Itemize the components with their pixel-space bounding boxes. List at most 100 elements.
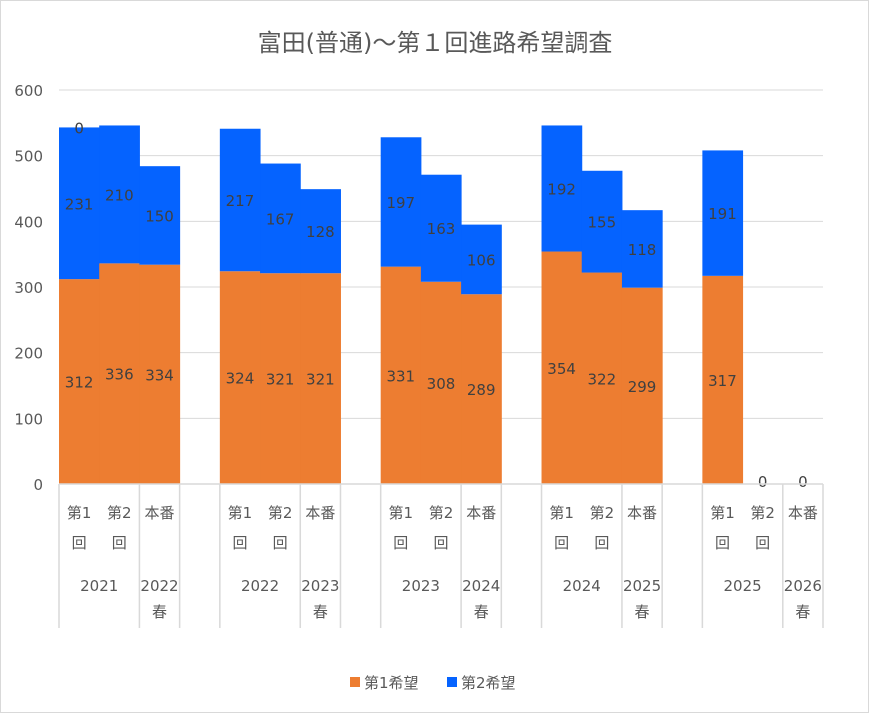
legend-swatch: [447, 677, 457, 687]
data-label: 155: [588, 214, 617, 232]
data-label: 0: [758, 473, 768, 491]
x-category-label: 第2: [429, 504, 454, 522]
x-group-label: 2024: [563, 577, 601, 595]
x-category-label: 本番: [305, 504, 335, 522]
data-label: 308: [427, 375, 456, 393]
bar-segment: [260, 163, 301, 274]
bar-segment: [59, 127, 100, 280]
data-label: 167: [266, 210, 295, 228]
bar-segment: [300, 273, 341, 484]
data-label: 150: [145, 207, 174, 225]
x-category-label: 本番: [627, 504, 657, 522]
data-label: 231: [65, 195, 94, 213]
x-category-label: 第2: [590, 504, 615, 522]
x-spring-label: 春: [474, 603, 489, 621]
data-label: 192: [547, 181, 576, 199]
data-label: 354: [547, 360, 576, 378]
data-label: 191: [708, 205, 737, 223]
x-category-label: 回: [554, 534, 569, 552]
x-spring-label: 春: [152, 603, 167, 621]
bar-segment: [260, 273, 301, 484]
bar-segment: [461, 224, 502, 295]
x-category-label: 回: [72, 534, 87, 552]
y-tick-label: 100: [14, 410, 43, 428]
y-tick-label: 300: [14, 279, 43, 297]
x-category-label: 回: [273, 534, 288, 552]
chart-title: 富田(普通)～第１回進路希望調査: [258, 29, 613, 57]
x-category-label: 本番: [466, 504, 496, 522]
bar-segment: [219, 271, 261, 484]
x-category-label: 第1: [710, 504, 735, 522]
y-tick-label: 600: [14, 82, 43, 100]
bar-segment: [461, 294, 502, 484]
bar-segment: [581, 170, 623, 273]
x-spring-label: 春: [795, 603, 810, 621]
legend-label: 第1希望: [364, 674, 419, 692]
data-label: 0: [74, 119, 84, 137]
x-spring-label: 2025: [623, 577, 661, 595]
bar-segment: [420, 281, 462, 484]
x-category-label: 第1: [549, 504, 574, 522]
x-spring-label: 春: [313, 603, 328, 621]
data-label: 163: [427, 220, 456, 238]
bar-segment: [581, 272, 623, 484]
x-group-label: 2022: [241, 577, 279, 595]
data-label: 331: [386, 367, 415, 385]
x-group-label: 2023: [402, 577, 440, 595]
data-label: 197: [386, 194, 415, 212]
x-group-label: 2025: [723, 577, 761, 595]
data-label: 321: [306, 371, 335, 389]
x-category-label: 回: [755, 534, 770, 552]
data-label: 336: [105, 366, 134, 384]
x-category-label: 回: [112, 534, 127, 552]
x-category-label: 第1: [67, 504, 92, 522]
data-label: 128: [306, 223, 335, 241]
data-label: 289: [467, 381, 496, 399]
bar-segment: [541, 251, 583, 484]
x-category-label: 回: [715, 534, 730, 552]
x-spring-label: 2023: [301, 577, 339, 595]
bar-segment: [99, 263, 140, 484]
bar-segment: [99, 125, 140, 264]
data-label: 322: [588, 370, 617, 388]
bar-segment: [702, 275, 744, 484]
bar-segment: [420, 174, 462, 282]
y-tick-label: 0: [33, 476, 43, 494]
x-category-label: 回: [393, 534, 408, 552]
x-category-label: 回: [232, 534, 247, 552]
y-tick-label: 200: [14, 345, 43, 363]
data-label: 106: [467, 251, 496, 269]
data-label: 0: [798, 473, 808, 491]
x-category-label: 第2: [268, 504, 293, 522]
y-tick-label: 500: [14, 148, 43, 166]
x-spring-label: 2026: [784, 577, 822, 595]
x-category-label: 第1: [389, 504, 414, 522]
data-label: 321: [266, 371, 295, 389]
data-label: 299: [628, 378, 657, 396]
bar-segment: [621, 210, 663, 288]
data-label: 324: [226, 370, 255, 388]
x-category-label: 本番: [788, 504, 818, 522]
data-label: 312: [65, 374, 94, 392]
bar-segment: [541, 125, 583, 252]
data-label: 118: [628, 241, 657, 259]
bar-segment: [59, 279, 100, 484]
bar-segment: [139, 166, 181, 265]
bar-segment: [300, 189, 341, 274]
x-category-label: 本番: [145, 504, 175, 522]
x-category-label: 第2: [107, 504, 132, 522]
x-spring-label: 春: [635, 603, 650, 621]
data-label: 334: [145, 366, 174, 384]
x-spring-label: 2022: [140, 577, 178, 595]
bar-segment: [139, 264, 181, 484]
x-spring-label: 2024: [462, 577, 500, 595]
bar-segment: [380, 266, 422, 484]
x-category-label: 回: [433, 534, 448, 552]
y-tick-label: 400: [14, 213, 43, 231]
x-category-label: 第2: [750, 504, 775, 522]
x-group-label: 2021: [80, 577, 118, 595]
x-category-label: 回: [594, 534, 609, 552]
bar-segment: [219, 128, 261, 272]
x-category-label: 第1: [228, 504, 253, 522]
